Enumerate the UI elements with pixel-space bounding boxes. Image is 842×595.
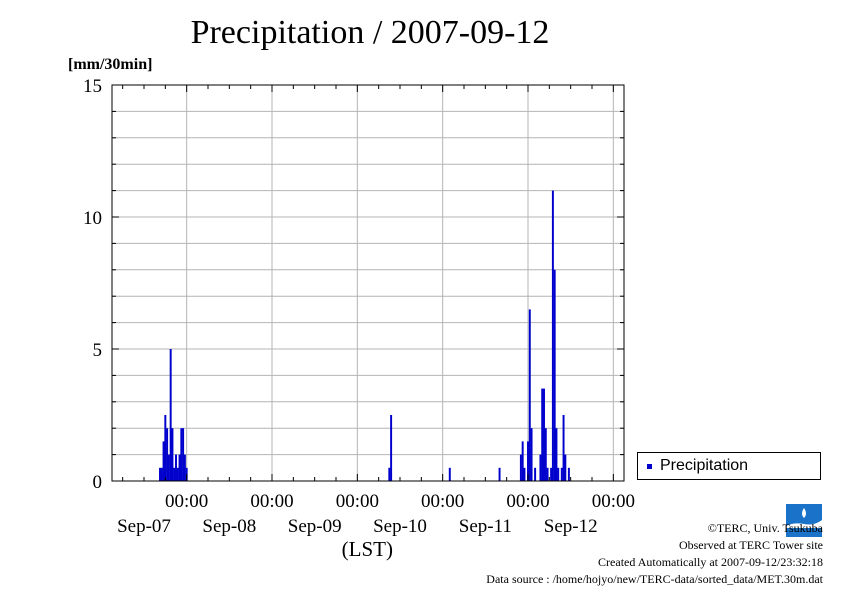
y-tick-label: 15	[83, 76, 102, 97]
x-tick-date-label: Sep-10	[373, 516, 427, 537]
x-tick-time-label: 00:00	[250, 491, 293, 512]
precipitation-bar	[546, 467, 549, 481]
x-tick-time-label: 00:00	[592, 491, 635, 512]
terc-logo-icon	[784, 502, 824, 538]
precipitation-bar	[562, 415, 565, 481]
x-tick-time-label: 00:00	[421, 491, 464, 512]
precipitation-bar	[557, 467, 560, 481]
precipitation-bar	[550, 467, 553, 481]
data-source-text: Data source : /home/hojyo/new/TERC-data/…	[486, 572, 823, 586]
precipitation-bar	[160, 467, 163, 481]
y-tick-label: 10	[83, 208, 102, 229]
grid-lines	[112, 85, 624, 481]
precipitation-bar	[390, 415, 393, 481]
chart-title: Precipitation / 2007-09-12	[190, 14, 550, 51]
y-tick-label: 5	[93, 340, 103, 361]
axis-ticks: 0 5 10 15 00:00 Sep-07 00:00 Sep-08 00:00 Sep-09 0…	[83, 76, 635, 537]
legend-marker	[647, 464, 652, 469]
precipitation-bar	[519, 454, 522, 481]
x-tick-date-label: Sep-11	[459, 516, 512, 537]
x-tick-date-label: Sep-07	[117, 516, 171, 537]
plot-frame	[111, 84, 625, 482]
precipitation-bar	[567, 467, 570, 481]
precipitation-bar	[178, 454, 181, 481]
precipitation-bar	[521, 441, 524, 481]
precipitation-bar	[183, 454, 186, 481]
precipitation-bar	[498, 467, 501, 481]
x-tick-time-label: 00:00	[336, 491, 379, 512]
precipitation-bar	[175, 454, 177, 481]
precipitation-bar	[555, 428, 558, 481]
precipitation-bar	[544, 428, 547, 481]
precipitation-bar	[164, 415, 167, 481]
legend-box: Precipitation	[637, 452, 821, 480]
x-tick-time-label: 00:00	[165, 491, 208, 512]
created-timestamp-text: Created Automatically at 2007-09-12/23:3…	[598, 555, 823, 569]
precipitation-bar	[527, 441, 529, 481]
precipitation-bar	[171, 428, 174, 481]
precipitation-bar	[166, 428, 169, 481]
precipitation-bar	[560, 467, 563, 481]
precipitation-bar	[159, 467, 161, 481]
legend-label: Precipitation	[660, 457, 749, 474]
precipitation-bar	[523, 467, 526, 481]
precipitation-bar	[541, 388, 544, 481]
precipitation-bar	[528, 309, 531, 481]
precipitation-bar	[176, 467, 179, 481]
precipitation-bar	[182, 428, 185, 481]
x-axis-label: (LST)	[342, 537, 393, 561]
y-axis-unit-label: [mm/30min]	[68, 56, 153, 73]
precipitation-bar	[448, 467, 451, 481]
precipitation-bar	[534, 467, 537, 481]
y-tick-label: 0	[93, 472, 103, 493]
precipitation-bar	[162, 441, 165, 481]
credits-block: ©TERC, Univ. Tsukuba Observed at TERC To…	[486, 520, 823, 588]
x-tick-time-label: 00:00	[506, 491, 549, 512]
precipitation-bar	[553, 269, 556, 481]
precipitation-bar	[169, 349, 172, 481]
precipitation-bar	[173, 467, 176, 481]
x-tick-date-label: Sep-12	[544, 516, 598, 537]
precipitation-bar	[543, 388, 545, 481]
precipitation-bar	[530, 428, 533, 481]
x-tick-date-label: Sep-09	[288, 516, 342, 537]
precipitation-bar	[564, 454, 567, 481]
precipitation-bar	[539, 454, 542, 481]
bar-series	[159, 190, 570, 481]
copyright-text: ©TERC, Univ. Tsukuba	[707, 521, 823, 535]
precipitation-bar	[551, 190, 554, 481]
observation-site-text: Observed at TERC Tower site	[678, 538, 823, 552]
precipitation-bar	[388, 467, 391, 481]
precipitation-bar	[180, 428, 183, 481]
precipitation-bar	[167, 454, 170, 481]
x-tick-date-label: Sep-08	[202, 516, 256, 537]
